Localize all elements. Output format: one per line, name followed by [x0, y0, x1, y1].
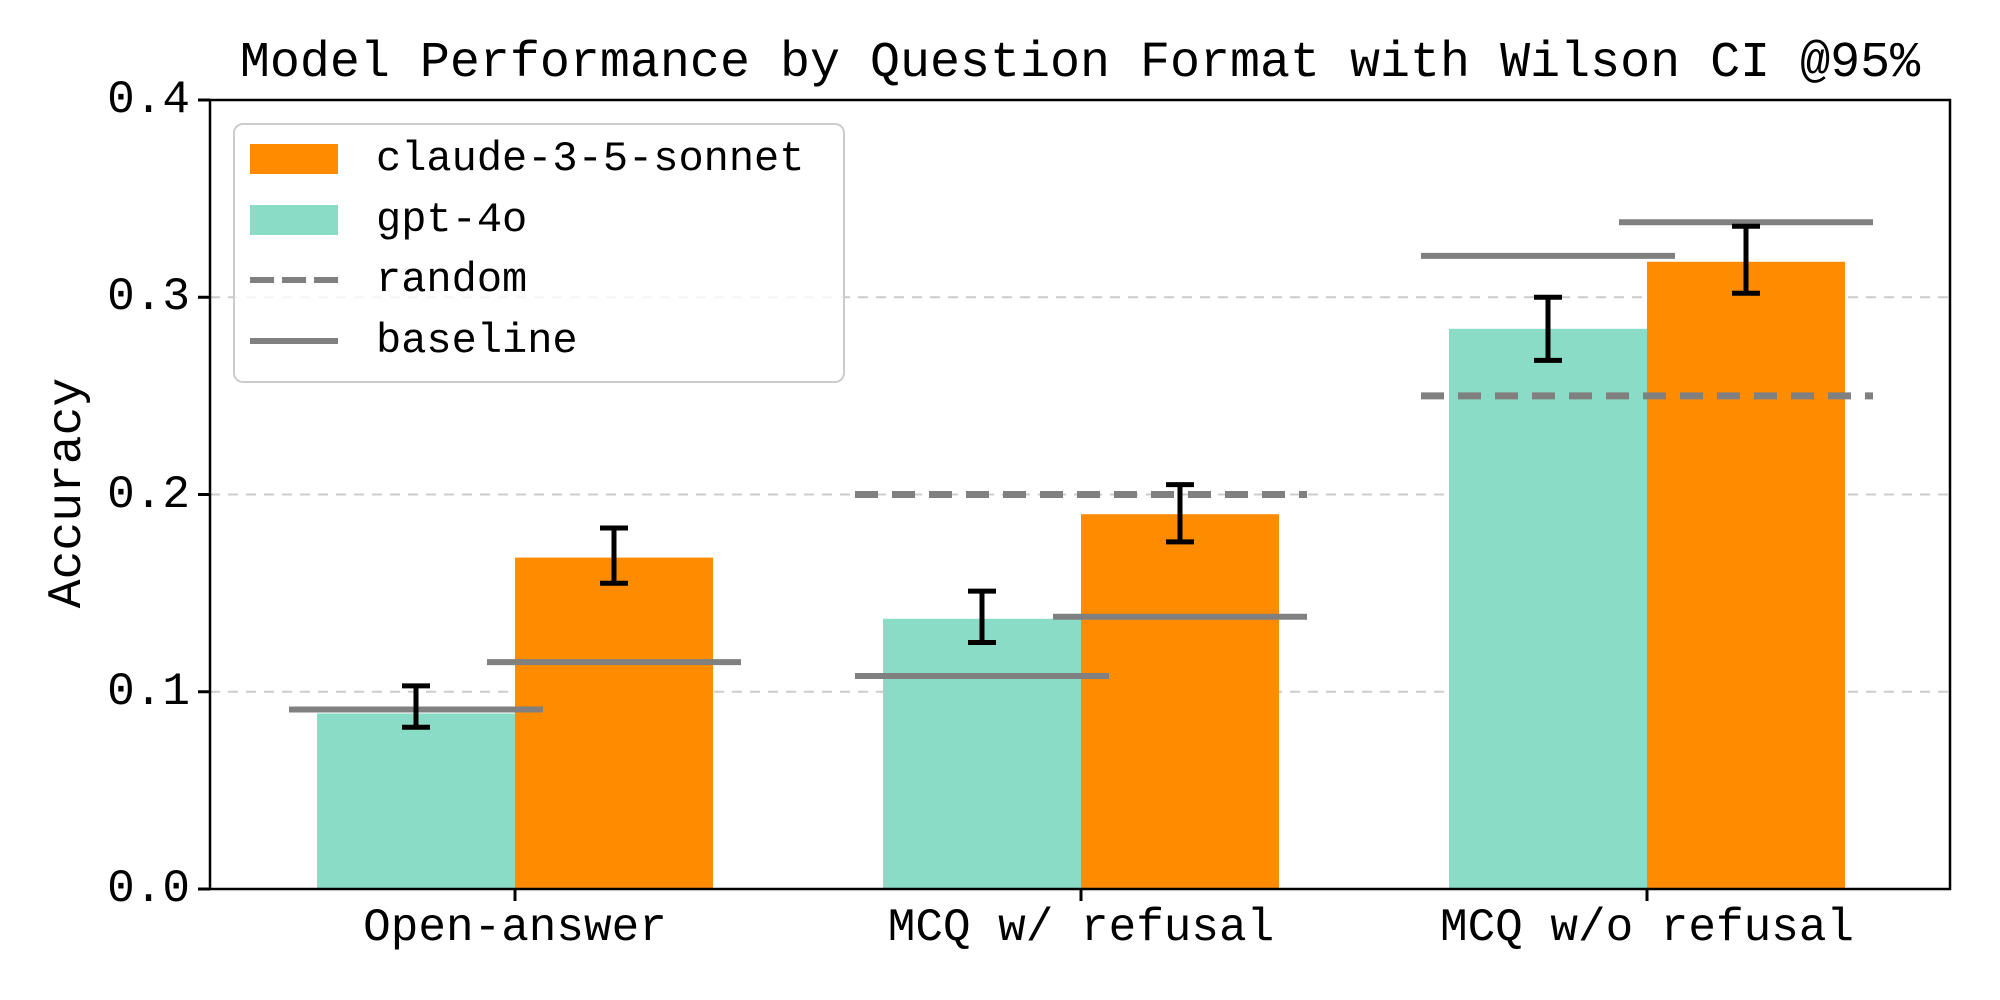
x-category-label: MCQ w/o refusal: [1439, 902, 1855, 954]
legend-box: claude-3-5-sonnet gpt-4o random baseline: [233, 123, 845, 383]
legend-swatch-gpt4o: [250, 205, 338, 235]
bar-claude-3-5-sonnet-2: [1647, 261, 1845, 889]
y-tick-label: 0.3: [107, 271, 190, 324]
legend-label: baseline: [376, 317, 578, 365]
legend-item-claude: claude-3-5-sonnet: [250, 129, 804, 189]
y-tick-label: 0.2: [107, 468, 190, 521]
legend-item-gpt4o: gpt-4o: [250, 190, 527, 250]
bar-claude-3-5-sonnet-1: [1081, 514, 1279, 889]
y-tick-label: 0.4: [107, 74, 190, 126]
chart-title: Model Performance by Question Format wit…: [239, 35, 1921, 92]
legend-label: claude-3-5-sonnet: [376, 135, 805, 183]
x-category-label: Open-answer: [363, 902, 667, 954]
y-tick-label: 0.0: [107, 863, 190, 915]
bar-gpt-4o-2: [1449, 328, 1647, 889]
legend-label: random: [376, 256, 528, 304]
legend-label: gpt-4o: [376, 196, 528, 244]
legend-swatch-claude: [250, 144, 338, 174]
legend-item-baseline: baseline: [250, 311, 578, 371]
bar-gpt-4o-0: [317, 713, 515, 889]
x-category-label: MCQ w/ refusal: [887, 902, 1275, 954]
legend-dashed-line-sample: [250, 277, 338, 283]
bar-claude-3-5-sonnet-0: [515, 557, 713, 889]
legend-item-random: random: [250, 250, 527, 310]
bar-gpt-4o-1: [883, 618, 1081, 889]
y-tick-label: 0.1: [107, 665, 190, 718]
legend-solid-line-sample: [250, 338, 338, 344]
